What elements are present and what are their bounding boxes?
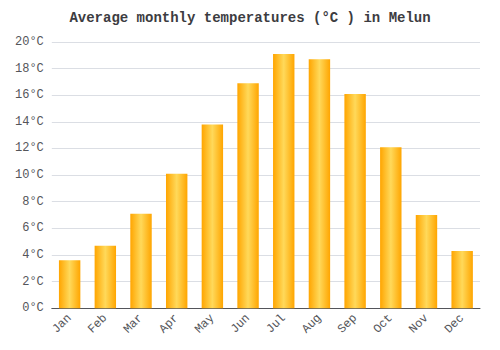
svg-text:2°C: 2°C bbox=[22, 275, 44, 289]
svg-text:Jul: Jul bbox=[264, 311, 289, 336]
svg-text:20°C: 20°C bbox=[15, 35, 44, 49]
svg-text:14°C: 14°C bbox=[15, 115, 44, 129]
svg-text:4°C: 4°C bbox=[22, 248, 44, 262]
svg-text:Jan: Jan bbox=[49, 311, 74, 336]
svg-text:Nov: Nov bbox=[406, 311, 431, 336]
svg-text:18°C: 18°C bbox=[15, 62, 44, 76]
svg-text:Jun: Jun bbox=[228, 311, 253, 336]
svg-text:May: May bbox=[192, 311, 217, 336]
svg-text:Sep: Sep bbox=[335, 311, 360, 336]
svg-text:Feb: Feb bbox=[85, 311, 110, 336]
svg-text:10°C: 10°C bbox=[15, 168, 44, 182]
svg-text:16°C: 16°C bbox=[15, 88, 44, 102]
svg-text:Aug: Aug bbox=[299, 311, 324, 336]
svg-text:0°C: 0°C bbox=[22, 301, 44, 315]
svg-text:8°C: 8°C bbox=[22, 195, 44, 209]
svg-text:Oct: Oct bbox=[371, 311, 396, 336]
svg-text:Average monthly temperatures (: Average monthly temperatures (°C ) in Me… bbox=[69, 10, 430, 26]
svg-text:Dec: Dec bbox=[442, 311, 467, 336]
svg-text:6°C: 6°C bbox=[22, 221, 44, 235]
svg-text:Apr: Apr bbox=[156, 311, 181, 336]
svg-text:Mar: Mar bbox=[121, 311, 146, 336]
svg-text:12°C: 12°C bbox=[15, 141, 44, 155]
